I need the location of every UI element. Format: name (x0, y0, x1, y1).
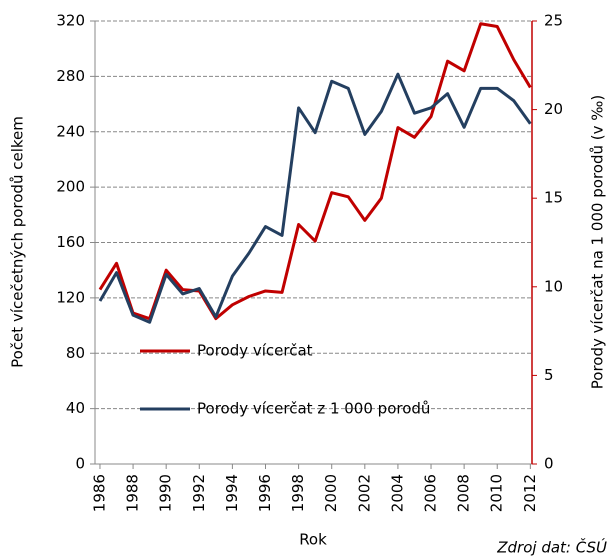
y-tick-label: 240 (56, 122, 85, 140)
x-tick-label: 2006 (422, 474, 440, 512)
x-tick-label: 1990 (157, 474, 175, 512)
y-tick-label: 280 (56, 67, 85, 85)
y2-tick-label: 0 (544, 455, 554, 473)
legend-label: Porody vícerčat z 1 000 porodů (197, 400, 430, 418)
x-tick-label: 2002 (355, 474, 373, 512)
x-tick-label: 2008 (455, 474, 473, 512)
source: Zdroj dat: ČSÚ (496, 538, 607, 557)
y-tick-label: 0 (75, 455, 85, 473)
y-tick-label: 80 (66, 344, 85, 362)
x-tick-label: 1994 (223, 474, 241, 512)
y2-tick-label: 25 (544, 12, 563, 30)
y-tick-label: 40 (66, 399, 85, 417)
y2-axis-label: Porody vícerčat na 1 000 porodů (v ‰) (589, 95, 607, 389)
x-tick-label: 2000 (322, 474, 340, 512)
x-tick-label: 1992 (190, 474, 208, 512)
x-tick-label: 2010 (488, 474, 506, 512)
x-tick-label: 1986 (90, 474, 108, 512)
y2-tick-label: 5 (544, 366, 554, 384)
y-tick-label: 160 (56, 233, 85, 251)
series-line (98, 22, 532, 321)
legend-label: Porody vícerčat (197, 342, 313, 360)
y-tick-label: 200 (56, 178, 85, 196)
y-axis-label: Počet vícečetných porodů celkem (9, 116, 27, 368)
x-tick-label: 1988 (124, 474, 142, 512)
x-tick-label: 2012 (521, 474, 539, 512)
x-axis-label: Rok (299, 531, 327, 549)
y-tick-label: 320 (56, 12, 85, 30)
series-line (98, 72, 532, 324)
x-tick-label: 1996 (256, 474, 274, 512)
y2-tick-label: 20 (544, 100, 563, 118)
x-tick-label: 2004 (388, 474, 406, 512)
y2-tick-label: 15 (544, 189, 563, 207)
y2-tick-label: 10 (544, 277, 563, 295)
x-tick-label: 1998 (289, 474, 307, 512)
y-tick-label: 120 (56, 288, 85, 306)
